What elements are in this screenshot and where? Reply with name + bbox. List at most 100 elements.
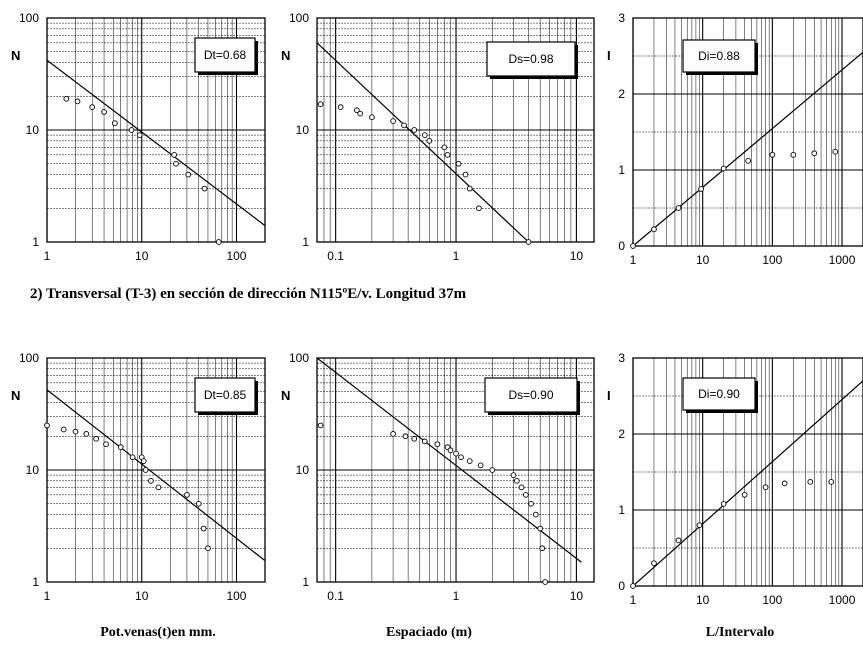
data-point [807,479,814,485]
y-tick-label: 0 [618,239,625,253]
chart-4: 1 10 100 1 10 100 N Dt=0.85 [11,351,266,603]
data-point [129,454,136,461]
data-point [185,171,192,178]
x-tick-label: 1 [44,249,51,263]
y-axis-label: N [281,48,290,63]
data-point [781,480,788,487]
data-point [142,467,149,473]
chart-1: 1 10 100 1 10 100 N Dt=0.68 [11,11,266,263]
data-point [353,107,360,114]
y-tick-label: 1 [32,235,39,249]
data-point [317,101,324,108]
y-tick-label: 2 [618,87,625,101]
y-tick-label: 2 [618,427,625,441]
data-point [357,110,364,117]
x-tick-label: 10 [135,249,149,263]
data-point [128,127,135,133]
plot-frame [46,17,266,243]
data-point [741,491,748,498]
y-axis-label: I [607,388,611,403]
data-point [489,467,496,473]
y-tick-label: 100 [289,11,309,25]
plot-frame [632,357,863,587]
data-point [136,132,143,138]
x-axis-label-interval: L/Intervalo [705,625,775,640]
data-point [201,185,208,192]
x-tick-label: 1000 [829,593,856,607]
data-point [675,205,682,211]
x-tick-label: 1 [453,589,460,603]
x-axis-label-thickness: Pot.venas(t)en mm. [100,625,216,640]
data-point [769,151,776,158]
y-axis-label: I [607,48,611,63]
data-point [696,522,703,529]
y-tick-label: 3 [618,351,625,365]
data-point [83,431,90,437]
data-point [402,433,409,440]
data-point [447,447,454,454]
y-tick-label: 1 [302,235,309,249]
x-tick-label: 10 [696,593,710,607]
y-axis-label: N [11,48,20,63]
data-point [630,243,636,249]
x-tick-label: 1 [630,253,637,267]
data-point [155,484,162,491]
y-tick-label: 10 [26,463,40,477]
data-point [630,583,636,589]
data-point [466,458,473,464]
y-tick-label: 1 [618,503,625,517]
dimension-label: Di=0.90 [698,387,740,401]
data-point [60,426,67,433]
x-tick-label: 10 [570,589,584,603]
data-point [421,132,428,138]
data-point [89,104,96,110]
data-point [513,478,520,484]
y-tick-label: 10 [26,123,40,137]
fit-line [633,51,863,246]
x-tick-label: 100 [762,253,782,267]
data-point [140,458,147,464]
y-tick-label: 3 [618,11,625,25]
fit-line [317,358,582,563]
label-box [682,39,756,73]
data-point [63,95,70,102]
data-point [828,479,835,485]
x-tick-label: 100 [226,249,246,263]
data-point [675,537,682,544]
data-point [539,545,546,552]
data-point [455,160,462,167]
data-point [148,478,154,484]
label-box [682,377,756,411]
y-axis-label: N [281,388,290,403]
data-point [369,114,375,121]
data-point [101,109,107,115]
data-point [518,484,525,491]
y-tick-label: 1 [618,163,625,177]
x-tick-label: 0.1 [327,589,344,603]
y-axis-label: N [11,388,20,403]
data-point [476,205,482,212]
data-point [832,148,839,155]
dimension-label: Dt=0.68 [204,48,247,62]
gridlines [317,358,594,582]
x-tick-label: 1 [630,593,637,607]
dimension-label: Ds=0.98 [508,52,553,66]
data-point [195,500,202,507]
chart-5: 0.1 1 10 1 10 100 N Ds=0.90 [281,351,595,603]
data-point [525,239,532,245]
data-point [171,151,178,158]
section-title: 2) Transversal (T-3) en sección de direc… [30,286,467,302]
data-point [444,151,451,158]
x-tick-label: 0.1 [327,249,344,263]
data-point [441,144,448,151]
data-point [103,441,109,448]
data-point [720,165,727,172]
x-tick-label: 10 [135,589,149,603]
y-tick-label: 1 [32,575,39,589]
data-point [317,422,324,429]
label-box [194,377,256,413]
data-point [411,435,418,442]
plot-frame [316,17,595,243]
